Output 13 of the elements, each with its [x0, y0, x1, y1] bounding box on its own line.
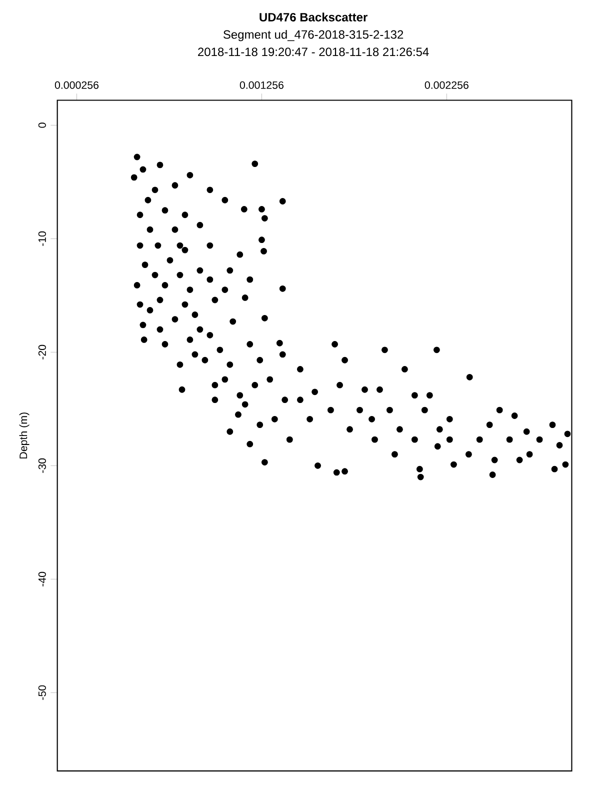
x-tick-label: 0.000256	[54, 81, 99, 89]
text: 2018-11-18 19:20:47 - 2018-11-18 21:26:54	[198, 48, 429, 56]
x-tick-label: 0.001256	[240, 81, 284, 89]
chart-subtitle: Segment ud_476-2018-315-2-132	[223, 30, 404, 42]
y-tick-label: -40	[38, 572, 46, 586]
y-tick-label: 0	[38, 122, 46, 128]
x-tick-label: 0.002256	[424, 81, 468, 89]
y-axis-title: Depth (m)	[19, 412, 30, 458]
y-tick-label: -50	[38, 685, 46, 700]
y-tick-label: -20	[38, 344, 46, 360]
y-tick-label: -10	[38, 231, 46, 246]
chart-title: UD476 Backscatter	[260, 12, 368, 22]
y-tick-label: -30	[38, 458, 46, 473]
